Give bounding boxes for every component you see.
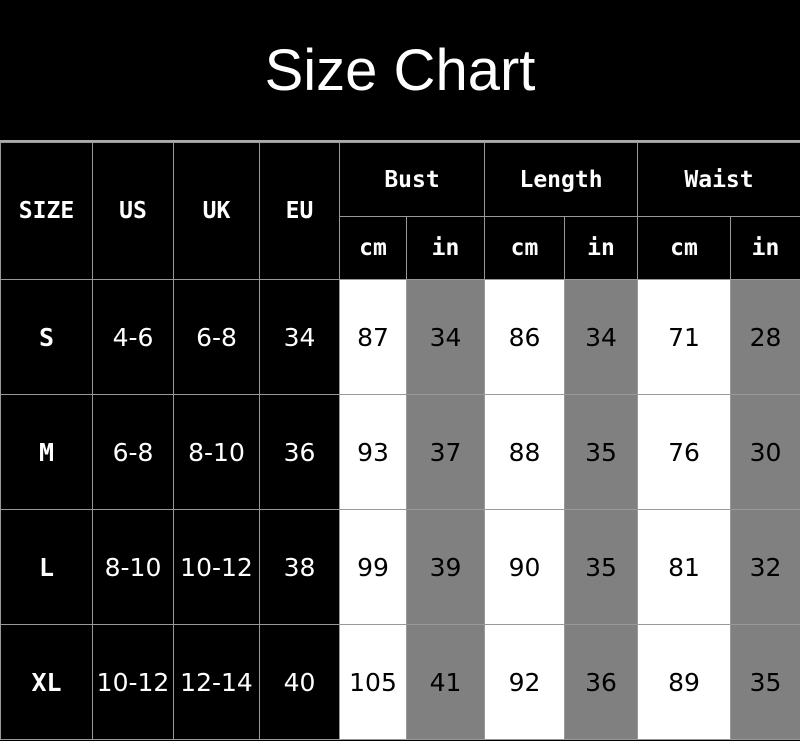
cell-uk: 12-14 bbox=[173, 624, 260, 740]
table-row: XL 10-12 12-14 40 105 41 92 36 89 35 bbox=[0, 624, 800, 740]
cell-waist-in: 35 bbox=[730, 624, 800, 740]
header-length-cm: cm bbox=[484, 216, 566, 280]
cell-bust-in: 34 bbox=[405, 279, 486, 395]
cell-bust-cm: 87 bbox=[339, 279, 407, 395]
header-uk: UK bbox=[173, 142, 260, 280]
cell-size: L bbox=[0, 509, 93, 625]
header-bust-cm: cm bbox=[339, 216, 407, 280]
chart-title: Size Chart bbox=[0, 0, 800, 142]
cell-waist-cm: 71 bbox=[637, 279, 732, 395]
cell-length-cm: 88 bbox=[484, 394, 566, 510]
cell-waist-cm: 76 bbox=[637, 394, 732, 510]
cell-uk: 8-10 bbox=[173, 394, 260, 510]
size-table: SIZE US UK EU Bust Length Waist cm in cm… bbox=[0, 142, 800, 740]
cell-bust-in: 37 bbox=[405, 394, 486, 510]
header-waist-cm: cm bbox=[637, 216, 732, 280]
header-length: Length bbox=[484, 142, 639, 217]
cell-size: M bbox=[0, 394, 93, 510]
cell-us: 8-10 bbox=[92, 509, 174, 625]
header-size: SIZE bbox=[0, 142, 93, 280]
cell-us: 10-12 bbox=[92, 624, 174, 740]
cell-size: XL bbox=[0, 624, 93, 740]
header-waist-in: in bbox=[730, 216, 800, 280]
cell-waist-cm: 89 bbox=[637, 624, 732, 740]
cell-length-in: 36 bbox=[564, 624, 639, 740]
cell-waist-cm: 81 bbox=[637, 509, 732, 625]
table-row: S 4-6 6-8 34 87 34 86 34 71 28 bbox=[0, 279, 800, 395]
header-length-in: in bbox=[564, 216, 639, 280]
cell-length-in: 35 bbox=[564, 394, 639, 510]
cell-bust-in: 41 bbox=[405, 624, 486, 740]
cell-us: 6-8 bbox=[92, 394, 174, 510]
cell-bust-cm: 105 bbox=[339, 624, 407, 740]
table-row: M 6-8 8-10 36 93 37 88 35 76 30 bbox=[0, 394, 800, 510]
cell-waist-in: 30 bbox=[730, 394, 800, 510]
header-eu: EU bbox=[259, 142, 340, 280]
cell-length-cm: 90 bbox=[484, 509, 566, 625]
cell-size: S bbox=[0, 279, 93, 395]
cell-bust-cm: 93 bbox=[339, 394, 407, 510]
cell-eu: 34 bbox=[259, 279, 340, 395]
header-us: US bbox=[92, 142, 174, 280]
cell-bust-in: 39 bbox=[405, 509, 486, 625]
cell-length-cm: 92 bbox=[484, 624, 566, 740]
cell-us: 4-6 bbox=[92, 279, 174, 395]
cell-eu: 40 bbox=[259, 624, 340, 740]
header-bust: Bust bbox=[338, 142, 486, 217]
table-row: L 8-10 10-12 38 99 39 90 35 81 32 bbox=[0, 509, 800, 625]
header-waist: Waist bbox=[637, 142, 800, 217]
cell-length-cm: 86 bbox=[484, 279, 566, 395]
header-bust-in: in bbox=[405, 216, 486, 280]
cell-eu: 36 bbox=[259, 394, 340, 510]
cell-uk: 6-8 bbox=[173, 279, 260, 395]
cell-eu: 38 bbox=[259, 509, 340, 625]
cell-uk: 10-12 bbox=[173, 509, 260, 625]
cell-length-in: 34 bbox=[564, 279, 639, 395]
cell-waist-in: 28 bbox=[730, 279, 800, 395]
cell-waist-in: 32 bbox=[730, 509, 800, 625]
cell-bust-cm: 99 bbox=[339, 509, 407, 625]
cell-length-in: 35 bbox=[564, 509, 639, 625]
